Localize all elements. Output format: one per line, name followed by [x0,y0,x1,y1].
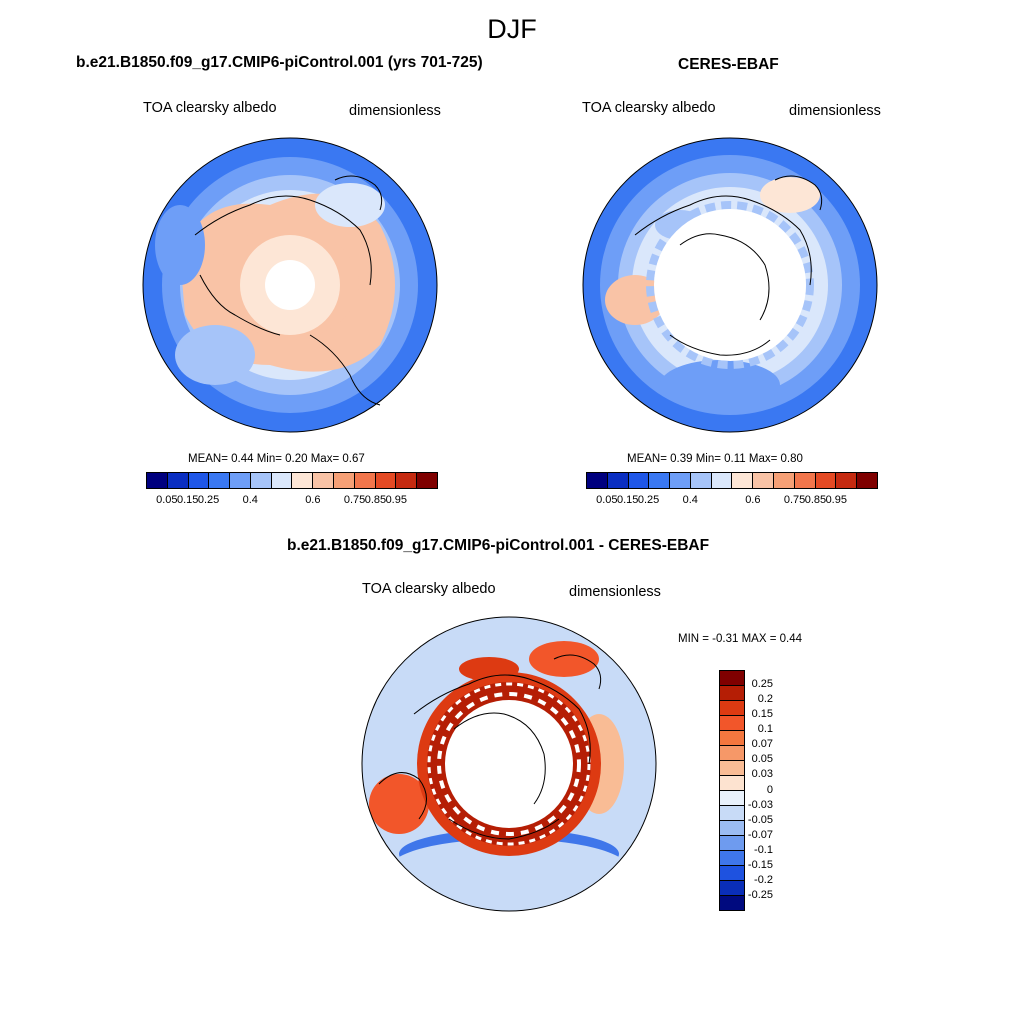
colorbar-swatch [416,473,437,488]
colorbar-tick-label: 0.95 [385,494,407,506]
colorbar-tick-label: 0.6 [305,494,321,506]
colorbar-swatch [720,790,744,805]
panel-1-polar-map [142,137,438,433]
colorbar-swatch [229,473,250,488]
colorbar-swatch [374,473,396,488]
colorbar-tick-label: 0.07 [751,738,773,751]
panel-2-polar-map [582,137,878,433]
colorbar-swatch [166,473,188,488]
colorbar-swatch [720,745,744,760]
difference-variable-label: TOA clearsky albedo [362,581,496,597]
colorbar-swatch [720,671,744,685]
colorbar-tick-label: 0.25 [197,494,220,506]
colorbar-tick-label: -0.15 [747,858,773,871]
colorbar-swatch [856,473,877,488]
panel-1-units-label: dimensionless [349,103,441,119]
colorbar-swatch [720,850,744,865]
panel-1-title: b.e21.B1850.f09_g17.CMIP6-piControl.001 … [76,54,483,71]
colorbar-tick-label: 0.75 [343,494,366,506]
colorbar-swatch [208,473,230,488]
panel-2-colorbar [586,472,878,489]
colorbar-tick-label: 0.2 [757,693,773,706]
panel-2-units-label: dimensionless [789,103,881,119]
colorbar-swatch [587,473,607,488]
colorbar-tick-label: 0.25 [637,494,660,506]
colorbar-tick-label: -0.07 [747,828,773,841]
difference-title: b.e21.B1850.f09_g17.CMIP6-piControl.001 … [287,537,710,554]
colorbar-swatch [710,473,732,488]
colorbar-swatch [773,473,794,488]
colorbar-tick-label: 0.1 [757,723,773,736]
colorbar-swatch [720,715,744,730]
colorbar-tick-label: -0.2 [754,873,773,886]
panel-1-variable-label: TOA clearsky albedo [143,100,277,116]
difference-minmax: MIN = -0.31 MAX = 0.44 [678,633,803,645]
figure-title: DJF [487,14,537,44]
colorbar-tick-label: 0.4 [242,494,258,506]
panel-2-title: CERES-EBAF [678,56,779,73]
colorbar-swatch [720,895,744,910]
colorbar-swatch [187,473,209,488]
colorbar-swatch [793,473,815,488]
colorbar-swatch [312,473,334,488]
colorbar-swatch [627,473,649,488]
colorbar-tick-label: 0.05 [156,494,178,506]
colorbar-tick-label: 0.15 [616,494,639,506]
panel-2-variable-label: TOA clearsky albedo [582,100,716,116]
colorbar-tick-label: 0.25 [751,678,773,691]
colorbar-tick-label: 0.15 [751,708,773,721]
panel-2-stats: MEAN= 0.39 Min= 0.11 Max= 0.80 [627,453,803,465]
colorbar-swatch [606,473,628,488]
colorbar-swatch [270,473,292,488]
colorbar-swatch [648,473,670,488]
colorbar-tick-label: 0.4 [682,494,698,506]
colorbar-tick-label: 0.95 [825,494,847,506]
colorbar-swatch [720,865,744,880]
colorbar-swatch [669,473,690,488]
colorbar-tick-label: 0.85 [364,494,387,506]
colorbar-swatch [291,473,313,488]
colorbar-swatch [720,685,744,700]
colorbar-swatch [249,473,271,488]
colorbar-tick-label: -0.25 [747,888,773,901]
difference-polar-map [361,616,657,912]
difference-units-label: dimensionless [569,584,661,600]
colorbar-swatch [720,700,744,715]
colorbar-tick-label: 0.6 [745,494,761,506]
colorbar-swatch [395,473,417,488]
colorbar-swatch [353,473,375,488]
colorbar-tick-label: 0 [766,783,773,796]
colorbar-swatch [720,880,744,895]
colorbar-swatch [720,730,744,745]
colorbar-swatch [720,805,744,820]
colorbar-swatch [147,473,167,488]
panel-1-colorbar [146,472,438,489]
colorbar-swatch [720,835,744,850]
colorbar-tick-label: 0.75 [783,494,806,506]
colorbar-swatch [333,473,354,488]
colorbar-swatch [720,820,744,835]
colorbar-swatch [835,473,857,488]
colorbar-swatch [720,760,744,775]
colorbar-tick-label: 0.03 [751,768,773,781]
difference-colorbar [719,670,745,911]
colorbar-tick-label: -0.03 [747,798,773,811]
colorbar-swatch [752,473,774,488]
colorbar-tick-label: 0.85 [804,494,827,506]
colorbar-tick-label: 0.05 [596,494,618,506]
colorbar-tick-label: -0.05 [747,813,773,826]
colorbar-swatch [814,473,836,488]
colorbar-tick-label: 0.15 [176,494,199,506]
panel-1-stats: MEAN= 0.44 Min= 0.20 Max= 0.67 [188,453,365,465]
colorbar-swatch [720,775,744,790]
colorbar-tick-label: -0.1 [754,843,773,856]
colorbar-tick-label: 0.05 [751,753,773,766]
colorbar-swatch [689,473,711,488]
colorbar-swatch [731,473,753,488]
